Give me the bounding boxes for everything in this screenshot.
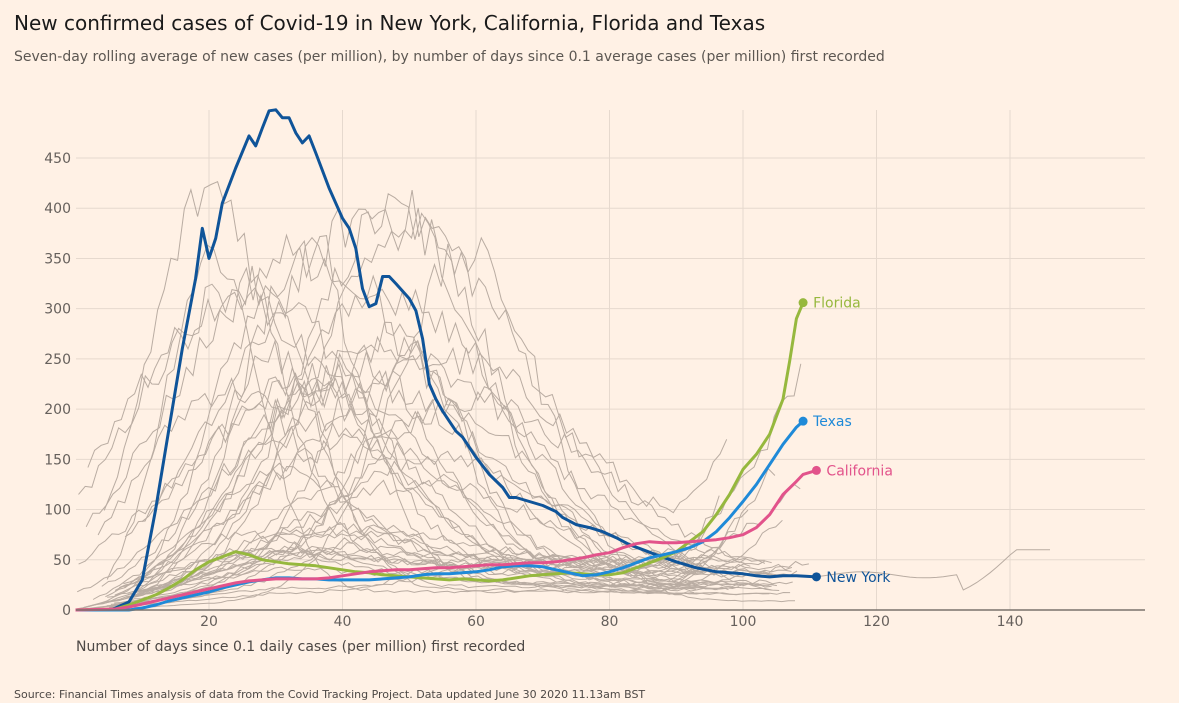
background-state-line [122,350,751,600]
y-tick-label: 450 [44,151,71,167]
background-state-line [87,287,729,585]
background-state-line [83,379,792,608]
background-state-line [85,233,774,587]
background-state-line [134,193,723,597]
x-tick-label: 20 [200,614,218,630]
y-tick-label: 250 [44,352,71,368]
background-lines [76,181,1050,610]
background-state-line [125,350,801,600]
background-state-line [97,377,693,562]
background-state-line [78,362,767,573]
y-tick-label: 150 [44,452,71,468]
background-state-line [106,542,695,607]
series-line-new-york [75,108,817,612]
background-state-line [100,293,776,604]
background-state-line [809,549,1050,591]
background-state-line [124,190,780,591]
series-line-california [75,468,817,612]
background-state-line [134,339,809,593]
y-tick-label: 100 [44,503,71,519]
y-tick-label: 0 [62,603,71,619]
background-state-line [130,239,699,599]
series-layer: New York Florida Texas California [75,108,893,612]
series-end-dot-california [811,465,821,475]
chart-title: New confirmed cases of Covid-19 in New Y… [14,11,766,35]
y-tick-label: 50 [53,553,71,569]
x-tick-label: 120 [863,614,890,630]
y-tick-label: 200 [44,402,71,418]
x-tick-label: 60 [467,614,485,630]
chart-subtitle: Seven-day rolling average of new cases (… [14,49,885,65]
background-state-line [101,380,696,590]
series-label-new-york: New York [826,570,891,586]
series-label-california: California [826,463,892,479]
y-tick-label: 350 [44,251,71,267]
background-state-line [105,410,747,598]
x-axis-label: Number of days since 0.1 daily cases (pe… [76,639,525,655]
x-tick-label: 80 [601,614,619,630]
source-note: Source: Financial Times analysis of data… [14,688,646,701]
series-line-florida [75,302,805,612]
background-state-line [134,236,795,608]
y-tick-label: 300 [44,302,71,318]
x-tick-label: 140 [997,614,1024,630]
series-label-florida: Florida [813,296,861,312]
series-label-texas: Texas [812,414,852,430]
x-tick-label: 100 [730,614,757,630]
series-end-dot-florida [798,298,808,308]
tick-labels: 0 50 100 150 200 250 300 350 400 450 20 40 60 80 100 12… [44,151,1023,630]
series-end-dot-texas [798,416,808,426]
background-state-line [124,207,773,604]
background-state-line [136,548,777,587]
y-tick-label: 400 [44,201,71,217]
background-state-line [114,533,782,604]
x-tick-label: 40 [334,614,352,630]
series-end-dot-new-york [811,572,821,582]
background-state-line [114,288,696,591]
series-line-texas [75,420,805,612]
